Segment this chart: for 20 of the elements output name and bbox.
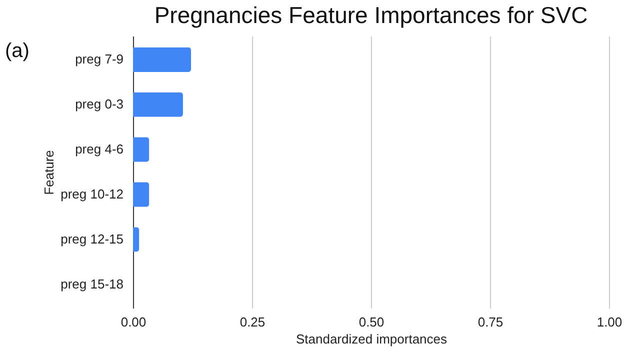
y-tick-label: preg 12-15 (60, 231, 124, 246)
bar (133, 182, 150, 207)
chart-title: Pregnancies Feature Importances for SVC (154, 2, 588, 28)
x-tick-label: 1.00 (596, 314, 622, 330)
bar (133, 137, 150, 162)
x-tick-label: 0.50 (358, 314, 384, 330)
x-tick-label: 0.00 (120, 314, 146, 330)
y-tick-label: preg 7-9 (75, 52, 124, 67)
bar (133, 92, 183, 117)
x-tick-label: 0.25 (240, 314, 266, 330)
y-tick-label: preg 4-6 (75, 142, 124, 157)
bar (133, 227, 140, 252)
y-tick-label: preg 0-3 (75, 96, 124, 112)
y-tick-label: preg 15-18 (60, 276, 124, 292)
text: (a) (5, 40, 30, 62)
y-tick-label: preg 10-12 (60, 186, 124, 202)
bar (133, 47, 192, 72)
x-axis-title: Standardized importances (296, 332, 448, 346)
y-axis-title: Feature (42, 150, 57, 195)
x-tick-label: 0.75 (478, 314, 504, 330)
